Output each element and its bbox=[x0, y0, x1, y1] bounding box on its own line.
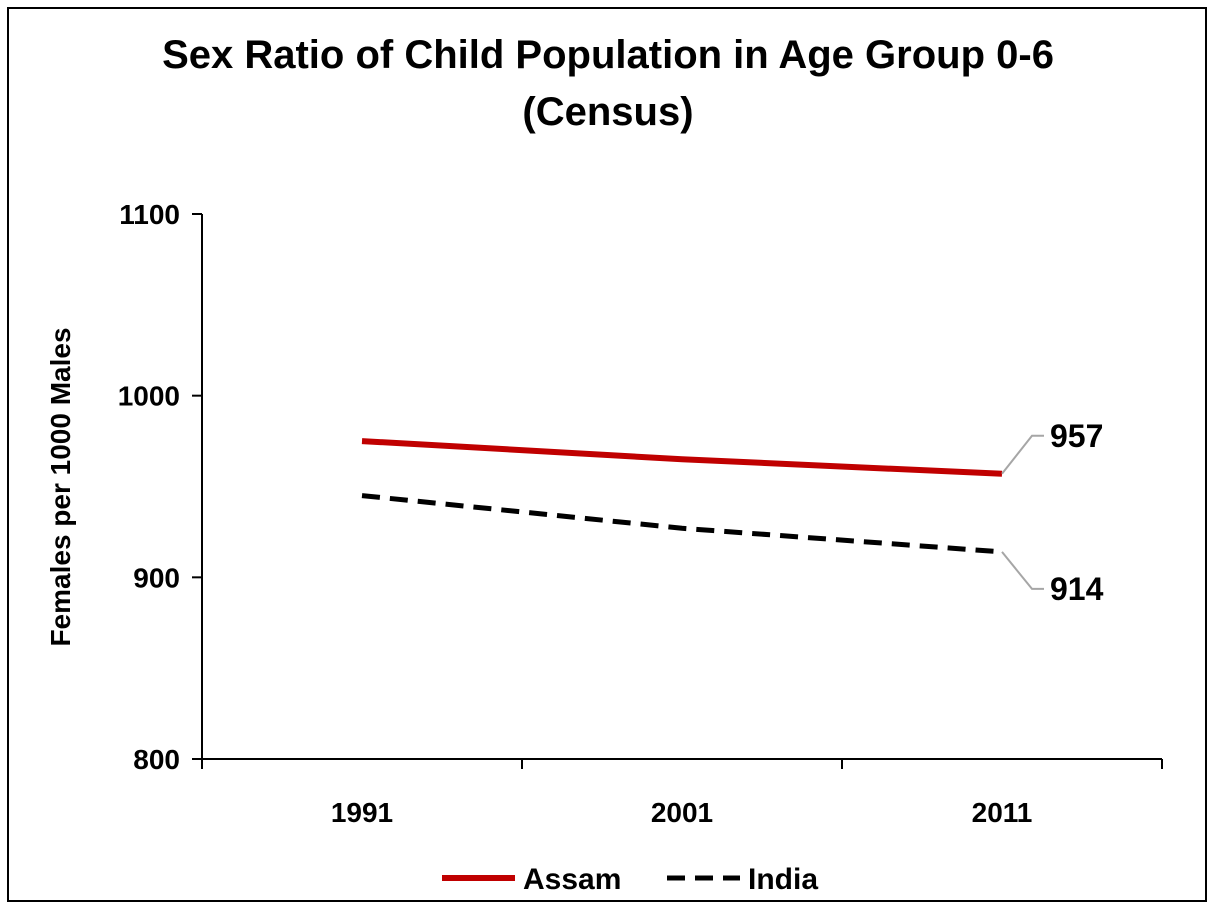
tick-labels: 800 900 1000 1100 1991 2001 2011 bbox=[118, 199, 1033, 828]
axes bbox=[192, 213, 1163, 769]
chart-title: Sex Ratio of Child Population in Age Gro… bbox=[162, 33, 1054, 77]
legend-label-india: India bbox=[748, 863, 818, 896]
y-axis-title: Females per 1000 Males bbox=[45, 327, 76, 646]
data-label: 914 bbox=[1050, 571, 1104, 607]
legend-label-assam: Assam bbox=[523, 863, 621, 896]
y-tick-label: 1100 bbox=[119, 199, 180, 230]
series-lines bbox=[361, 438, 1003, 555]
series-line-assam bbox=[361, 438, 1003, 477]
x-tick-label: 2011 bbox=[972, 797, 1033, 828]
data-labels: 957 914 bbox=[1001, 418, 1104, 607]
y-tick-label: 900 bbox=[133, 562, 180, 593]
series-line-india bbox=[361, 493, 1003, 555]
data-label: 957 bbox=[1050, 418, 1103, 454]
x-tick-label: 1991 bbox=[331, 797, 393, 828]
x-tick-label: 2001 bbox=[651, 797, 713, 828]
chart-subtitle: (Census) bbox=[522, 90, 693, 134]
y-tick-label: 800 bbox=[133, 744, 180, 775]
chart-frame bbox=[7, 7, 1207, 902]
legend: Assam India bbox=[442, 863, 818, 896]
y-tick-label: 1000 bbox=[118, 381, 180, 412]
leader-line bbox=[1001, 434, 1044, 475]
leader-line bbox=[1001, 551, 1044, 590]
